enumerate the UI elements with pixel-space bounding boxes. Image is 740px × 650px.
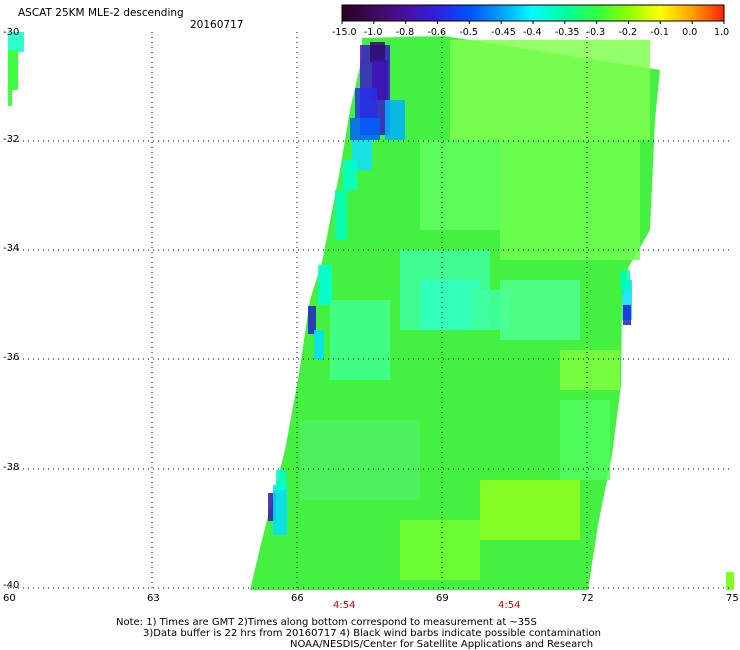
x-tick-label: 72	[581, 593, 594, 604]
x-tick-label: 66	[291, 593, 304, 604]
colorbar-gradient	[341, 4, 725, 22]
swath-cell	[355, 88, 377, 118]
swath-cell	[276, 470, 286, 490]
x-tick-label: 63	[147, 593, 160, 604]
y-tick-label: -40	[3, 580, 20, 591]
swath-cell	[335, 190, 347, 240]
swath-cell	[726, 572, 734, 590]
y-tick-label: -38	[3, 462, 20, 473]
y-tick-label: -32	[3, 134, 20, 145]
swath-cell	[350, 118, 380, 140]
swath-cell	[8, 32, 24, 52]
time-label: 4:54	[498, 600, 521, 611]
swath-cell	[400, 520, 480, 580]
colorbar-label: -0.1	[650, 27, 669, 38]
swath-cell	[480, 480, 580, 540]
colorbar-label: -1.0	[363, 27, 383, 38]
swath-cell	[318, 265, 332, 305]
swath-cell	[500, 140, 640, 260]
x-tick-label: 60	[3, 593, 16, 604]
colorbar-label: -0.4	[523, 27, 542, 38]
swath-cell	[370, 42, 385, 62]
data-swath	[8, 32, 734, 590]
swath-cell	[314, 330, 324, 360]
swath-cell	[308, 306, 316, 334]
colorbar-label: -0.35	[554, 27, 580, 38]
swath-cell	[268, 493, 276, 521]
time-label: 4:54	[333, 600, 356, 611]
colorbar-label: -0.6	[427, 27, 447, 38]
swath-cell	[8, 88, 12, 106]
swath-cell	[8, 50, 18, 90]
swath-cell	[385, 100, 405, 140]
swath-cell	[450, 40, 650, 140]
colorbar-label: -0.45	[491, 27, 516, 38]
swath-cell	[273, 485, 287, 535]
colorbar-label: 1.0	[714, 27, 730, 38]
swath-cell	[623, 305, 631, 325]
colorbar-label: -0.2	[618, 27, 638, 38]
note-line-1: Note: 1) Times are GMT 2)Times along bot…	[116, 617, 537, 628]
note-line-3: NOAA/NESDIS/Center for Satellite Applica…	[290, 639, 594, 650]
swath-cell	[620, 270, 630, 290]
colorbar-label: -0.3	[586, 27, 606, 38]
colorbar	[341, 4, 725, 24]
swath-cell	[343, 160, 357, 190]
swath-cell	[560, 350, 620, 390]
colorbar-label: -15.0	[332, 27, 357, 38]
swath-cell	[560, 400, 610, 480]
y-tick-label: -34	[3, 243, 20, 254]
y-tick-label: -30	[3, 27, 20, 38]
swath-cell	[300, 420, 420, 500]
swath-cell	[500, 280, 580, 340]
colorbar-label: -0.8	[395, 27, 415, 38]
gridlines	[8, 32, 732, 589]
x-tick-label: 69	[436, 593, 449, 604]
colorbar-label: 0.0	[682, 27, 698, 38]
map-title: ASCAT 25KM MLE-2 descending	[18, 7, 184, 19]
note-line-2: 3)Data buffer is 22 hrs from 20160717 4)…	[143, 628, 601, 639]
colorbar-label: -0.5	[459, 27, 478, 38]
swath-cell	[330, 300, 390, 380]
y-tick-label: -36	[3, 352, 20, 363]
swath-cell	[420, 140, 500, 230]
x-tick-label: 75	[726, 593, 739, 604]
map-date: 20160717	[190, 19, 244, 31]
swath-cell	[622, 280, 632, 320]
